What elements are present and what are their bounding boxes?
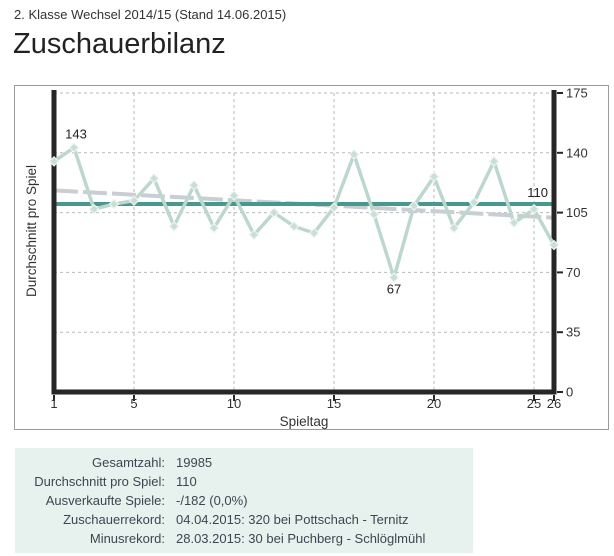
x-tick-label: 15 xyxy=(327,396,341,411)
data-point-marker xyxy=(368,208,380,220)
y-tick-label: 105 xyxy=(566,205,588,220)
data-point-marker xyxy=(148,173,160,184)
table-row-value: 04.04.2015: 320 bei Pottschach - Ternitz xyxy=(176,512,409,527)
table-row: Ausverkaufte Spiele: -/182 (0,0%) xyxy=(15,491,473,510)
data-point-marker xyxy=(188,179,200,191)
page-title: Zuschauerbilanz xyxy=(13,28,226,60)
data-point-marker xyxy=(288,220,300,232)
y-tick-label: 70 xyxy=(566,265,580,280)
data-point-marker xyxy=(248,229,260,241)
line-chart-canvas: 1 5 10 15 20 25 261751401057035014367110Spielt… xyxy=(24,86,588,429)
data-point-marker xyxy=(208,222,220,234)
y-tick-label: 0 xyxy=(566,385,573,400)
annotation-label: 110 xyxy=(527,185,548,200)
table-row-value: 110 xyxy=(176,474,197,489)
data-point-marker xyxy=(428,171,440,183)
y-tick-label: 140 xyxy=(566,145,588,160)
data-point-marker xyxy=(88,203,100,215)
summary-table: Gesamtzahl: 19985 Durchschnitt pro Spiel: 1… xyxy=(15,448,473,553)
table-row: Durchschnitt pro Spiel: 110 xyxy=(15,472,473,491)
data-point-marker xyxy=(388,272,400,283)
data-point-marker xyxy=(348,149,360,160)
table-row-value: 28.03.2015: 30 bei Puchberg - Schlöglmüh… xyxy=(176,531,426,546)
data-point-marker xyxy=(328,202,340,213)
x-tick-label: 25 xyxy=(527,396,541,411)
annotation-label: 67 xyxy=(387,282,401,297)
data-point-marker xyxy=(448,222,460,234)
table-row-label: Gesamtzahl: xyxy=(92,455,165,470)
x-tick-label: 1 xyxy=(50,396,57,411)
x-tick-label: 10 xyxy=(227,396,241,411)
data-line xyxy=(52,145,556,280)
data-point-marker xyxy=(408,200,420,212)
data-point-marker xyxy=(308,227,320,239)
data-point-marker xyxy=(48,155,60,167)
table-row-value: 19985 xyxy=(176,455,213,470)
table-row: Gesamtzahl: 19985 xyxy=(15,453,473,472)
annotation-label: 143 xyxy=(65,127,87,142)
data-point-marker xyxy=(468,197,480,208)
y-axis-title: Durchschnitt pro Spiel xyxy=(24,165,39,297)
data-point-marker xyxy=(108,198,120,210)
x-tick-label: 26 xyxy=(547,396,561,411)
table-row-value: -/182 (0,0%) xyxy=(176,493,248,508)
page-subtitle: 2. Klasse Wechsel 2014/15 (Stand 14.06.2… xyxy=(14,7,287,22)
table-row-label: Minusrekord: xyxy=(89,531,165,546)
data-point-marker xyxy=(528,203,540,215)
data-point-marker xyxy=(68,142,80,154)
table-row-label: Zuschauerrekord: xyxy=(63,512,165,527)
data-point-marker xyxy=(168,220,180,232)
data-point-marker xyxy=(488,155,500,167)
data-point-marker xyxy=(548,239,560,251)
y-tick-label: 35 xyxy=(566,325,580,340)
y-tick-label: 175 xyxy=(566,86,588,101)
table-row: Zuschauerrekord: 04.04.2015: 320 bei Pott… xyxy=(15,510,473,529)
x-tick-label: 5 xyxy=(130,396,137,411)
x-tick-label: 20 xyxy=(427,396,441,411)
table-row-label: Durchschnitt pro Spiel: xyxy=(34,474,165,489)
x-axis-title: Spieltag xyxy=(280,414,329,429)
attendance-chart: 1 5 10 15 20 25 26 175 140 105 70 35 0 143 67 110 Spielt… xyxy=(14,85,609,430)
table-row: Minusrekord: 28.03.2015: 30 bei Puchberg … xyxy=(15,529,473,548)
table-row-label: Ausverkaufte Spiele: xyxy=(45,493,165,508)
data-point-marker xyxy=(128,195,140,206)
data-point-marker xyxy=(228,190,240,201)
data-point-marker xyxy=(268,207,280,218)
data-point-marker xyxy=(508,217,520,229)
